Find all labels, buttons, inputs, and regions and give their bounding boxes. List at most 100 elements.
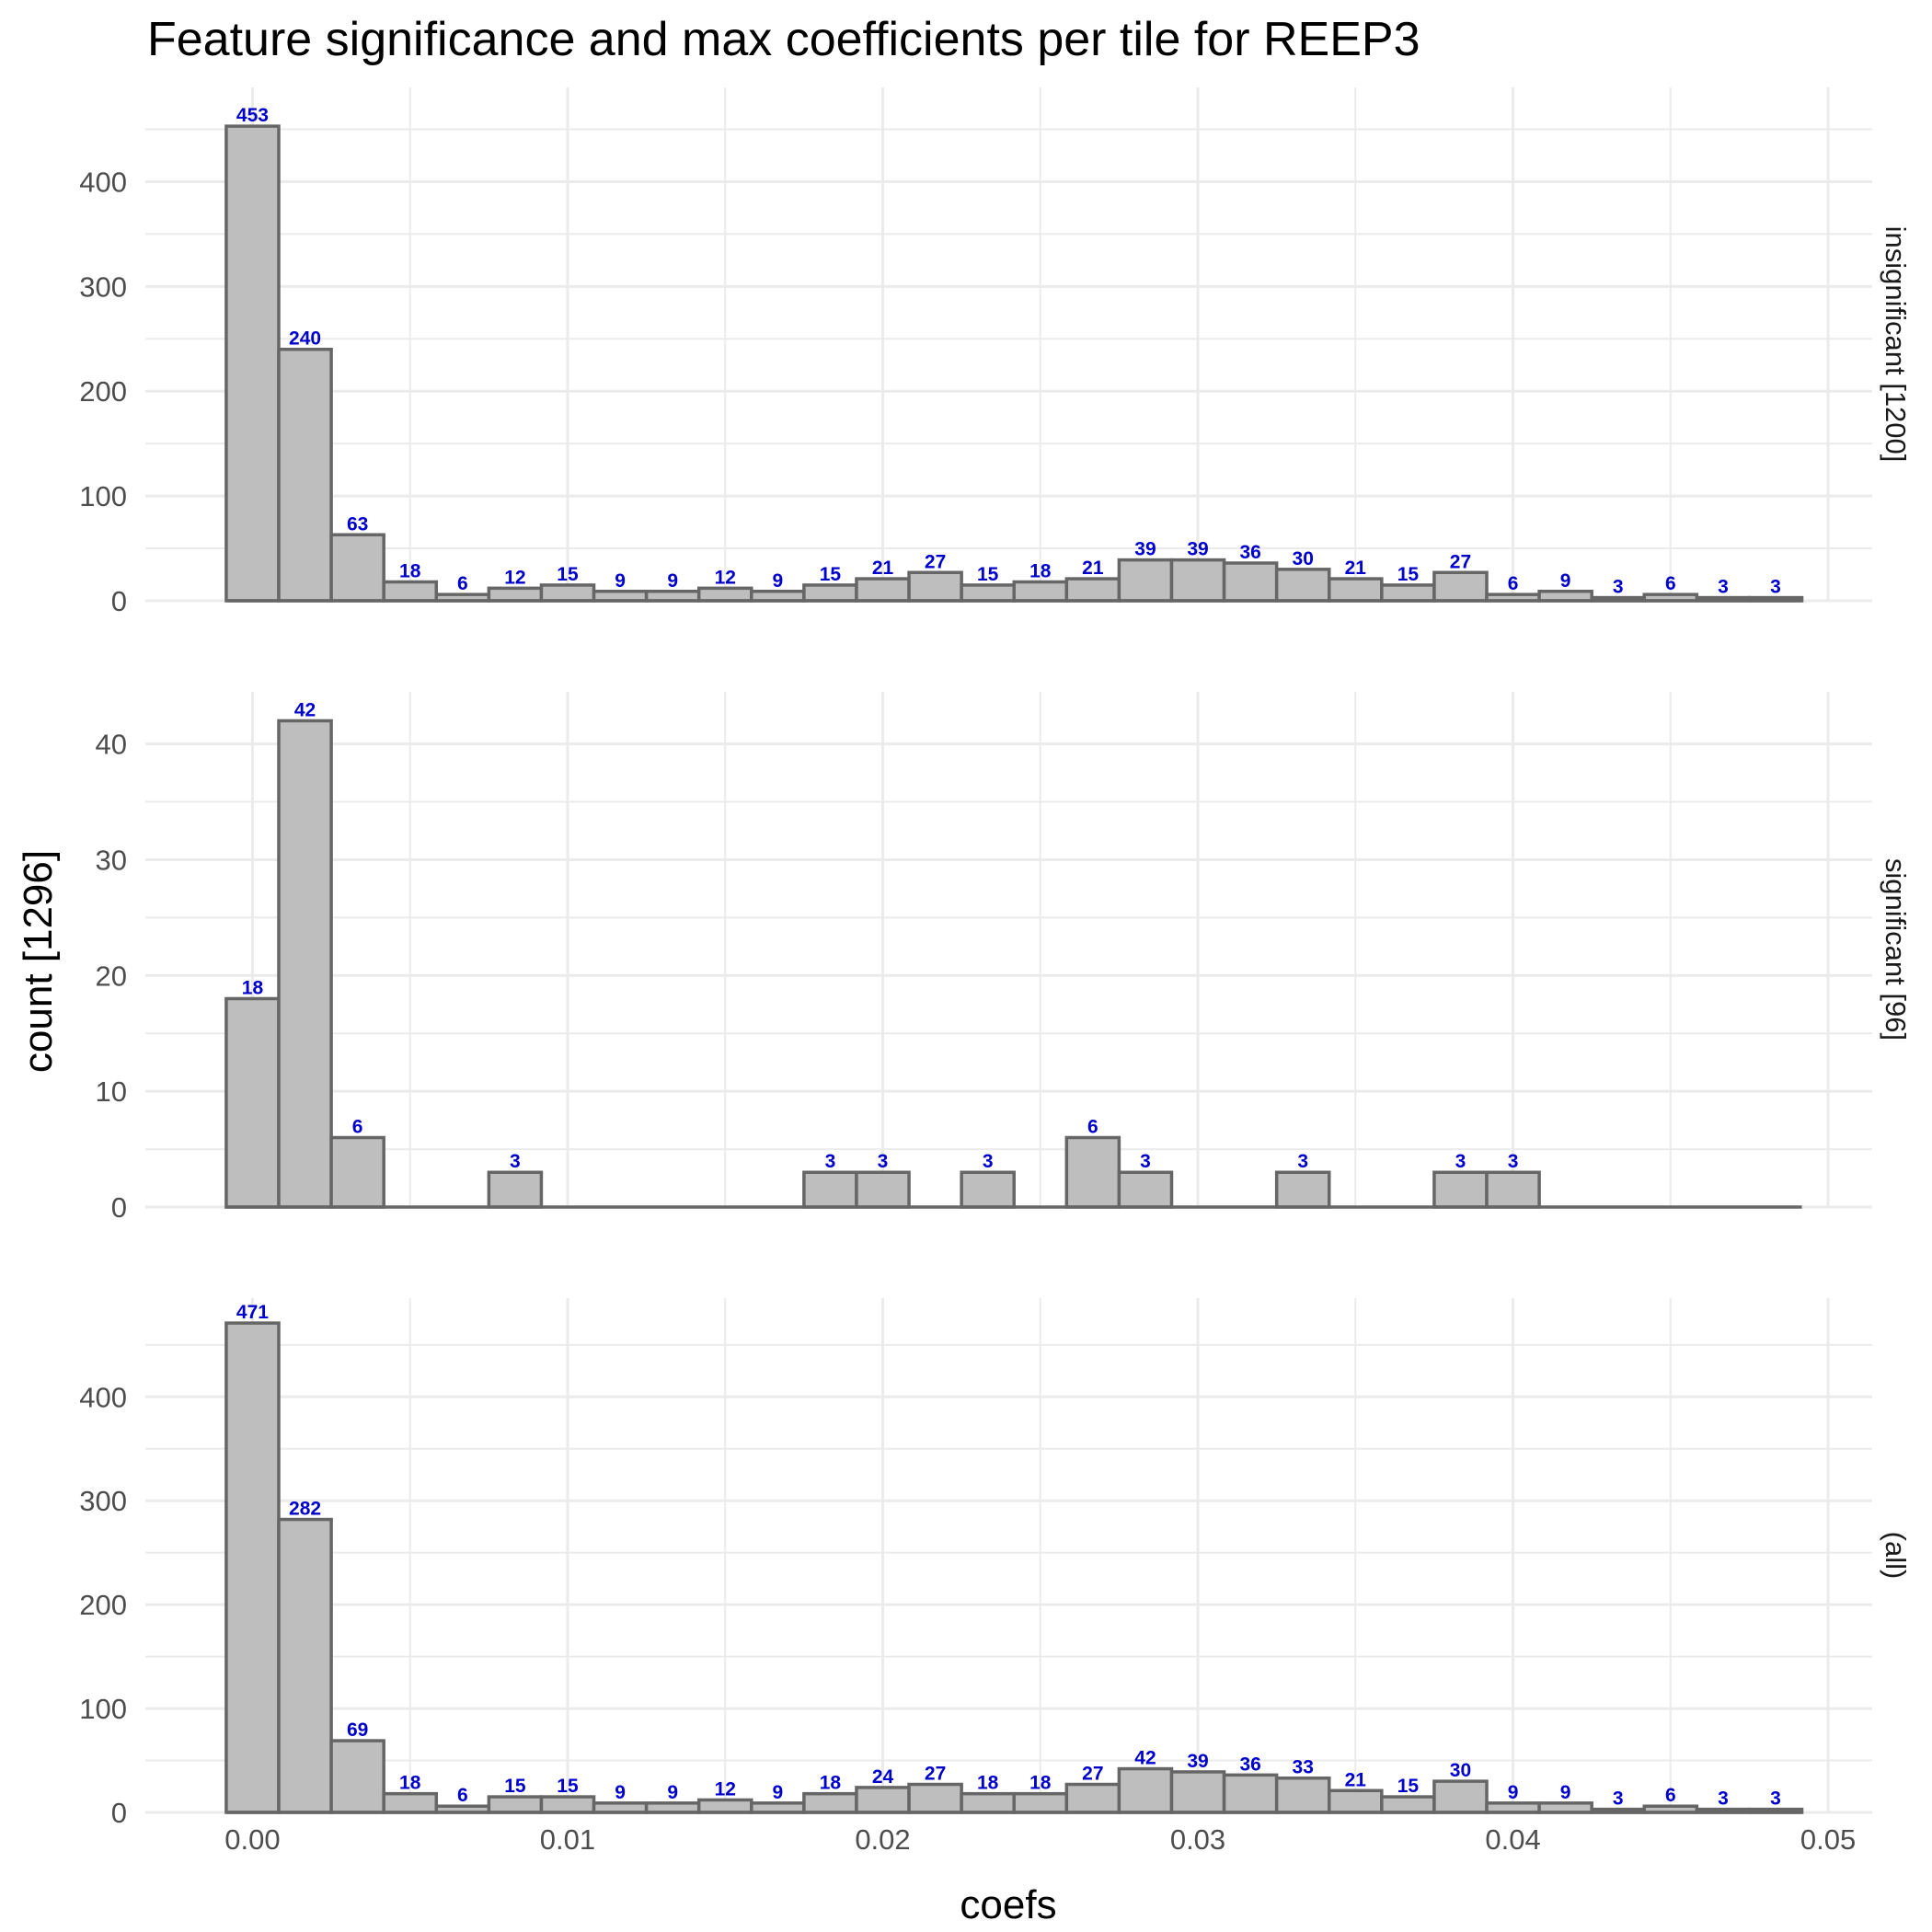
histogram-bar: [224, 1321, 281, 1814]
y-tick-label: 10: [96, 1075, 127, 1108]
facet-panel: 0 10 20 30 40 18 42 6 3 3 3 3 6 3 3 3 3 significant [96]: [96, 692, 1912, 1224]
bar-data-label: 27: [925, 1764, 946, 1785]
bar-data-label: 3: [1613, 1788, 1624, 1810]
bar-data-label: 240: [289, 328, 321, 350]
bar-data-label: 3: [510, 1151, 521, 1172]
histogram-bar: [277, 347, 333, 603]
histogram-bar: [1432, 570, 1489, 603]
histogram-bar: [329, 1739, 385, 1814]
x-axis-title: coefs: [960, 1882, 1056, 1927]
histogram-bar: [855, 1786, 911, 1814]
bar-data-label: 69: [347, 1719, 368, 1741]
bar-data-label: 3: [1455, 1151, 1466, 1172]
bar-data-label: 3: [1718, 577, 1729, 598]
histogram-bar: [487, 586, 544, 603]
bar-data-label: 6: [457, 1785, 468, 1806]
x-tick-label: 0.00: [224, 1823, 280, 1856]
bar-data-label: 6: [1087, 1116, 1098, 1137]
histogram-bar: [960, 1791, 1016, 1814]
histogram-bar: [1064, 577, 1121, 603]
bar-data-label: 21: [1345, 1769, 1367, 1790]
bar-data-label: 39: [1134, 539, 1156, 560]
histogram-bar: [1169, 1770, 1226, 1814]
histogram-bar: [539, 1795, 596, 1814]
histogram-bar: [855, 1170, 911, 1209]
x-tick-label: 0.02: [855, 1823, 910, 1856]
histogram-bar: [907, 570, 963, 603]
bar-data-label: 15: [977, 564, 999, 585]
chart-title: Feature significance and max coefficient…: [147, 13, 1420, 66]
histogram-bar: [487, 1170, 544, 1209]
y-tick-label: 400: [79, 1381, 127, 1413]
histogram-bar: [1380, 1795, 1436, 1814]
bar-data-label: 21: [872, 558, 894, 579]
x-tick-label: 0.05: [1800, 1823, 1856, 1856]
bar-data-label: 18: [399, 561, 421, 582]
histogram-bar: [1064, 1135, 1121, 1209]
bar-data-label: 9: [772, 1782, 783, 1803]
histogram-bar: [1117, 1170, 1174, 1209]
bar-data-label: 27: [925, 551, 946, 572]
bar-data-label: 33: [1293, 1757, 1314, 1778]
x-tick-label: 0.03: [1170, 1823, 1225, 1856]
bar-data-label: 9: [1560, 570, 1571, 592]
bar-data-label: 12: [504, 567, 525, 588]
bar-data-label: 9: [1508, 1782, 1519, 1803]
bar-data-label: 15: [820, 564, 842, 585]
bar-data-label: 63: [347, 513, 368, 535]
histogram-bar: [802, 583, 858, 603]
histogram-bar: [382, 580, 439, 603]
bar-data-label: 6: [1665, 1785, 1676, 1806]
histogram-bar: [224, 124, 281, 603]
bar-data-label: 3: [1140, 1151, 1151, 1172]
bar-data-label: 42: [1134, 1748, 1156, 1769]
y-tick-label: 300: [79, 270, 127, 303]
histogram-bar: [1012, 580, 1069, 603]
bar-data-label: 453: [236, 105, 269, 126]
y-tick-label: 400: [79, 166, 127, 198]
bar-data-label: 15: [1397, 1776, 1420, 1797]
histogram-bar: [1432, 1779, 1489, 1814]
bar-data-label: 39: [1187, 1751, 1208, 1772]
bar-data-label: 6: [352, 1116, 363, 1137]
histogram-bar: [1169, 558, 1226, 603]
bar-data-label: 3: [1613, 577, 1624, 598]
histogram-bar: [960, 1170, 1016, 1209]
bar-data-label: 6: [457, 573, 468, 594]
histogram-bar: [224, 996, 281, 1209]
bar-data-label: 3: [983, 1151, 994, 1172]
histogram-bar: [802, 1791, 858, 1814]
bar-data-label: 3: [825, 1151, 836, 1172]
histogram-bar: [1274, 1170, 1331, 1209]
histogram-bar: [329, 1135, 385, 1209]
histogram-bar: [802, 1170, 858, 1209]
histogram-bar: [1117, 1766, 1174, 1814]
bar-data-label: 27: [1450, 551, 1471, 572]
y-axis-title: count [1296]: [16, 850, 61, 1073]
bar-data-label: 12: [715, 1778, 736, 1800]
y-tick-label: 200: [79, 375, 127, 408]
bar-data-label: 15: [557, 564, 579, 585]
y-tick-label: 20: [96, 960, 127, 992]
histogram-bar: [277, 719, 333, 1209]
y-tick-label: 0: [111, 1797, 127, 1829]
y-tick-label: 200: [79, 1589, 127, 1621]
y-tick-label: 30: [96, 844, 127, 876]
bar-data-label: 12: [715, 567, 736, 588]
bar-data-label: 282: [289, 1499, 321, 1520]
bar-data-label: 9: [772, 570, 783, 592]
histogram-bar: [382, 1791, 439, 1814]
histogram-bar: [1328, 577, 1384, 603]
bar-data-label: 36: [1239, 542, 1260, 563]
y-tick-label: 100: [79, 1693, 127, 1725]
bar-data-label: 15: [504, 1776, 526, 1797]
bar-data-label: 21: [1082, 558, 1104, 579]
histogram-bar: [960, 583, 1016, 603]
bar-data-label: 3: [1770, 577, 1781, 598]
bar-data-label: 18: [1029, 561, 1052, 582]
bar-data-label: 18: [977, 1773, 999, 1794]
histogram-bar: [1222, 1773, 1279, 1814]
x-axis-ticks: 0.00 0.01 0.02 0.03 0.04 0.05: [224, 1823, 1856, 1856]
y-tick-label: 300: [79, 1485, 127, 1517]
